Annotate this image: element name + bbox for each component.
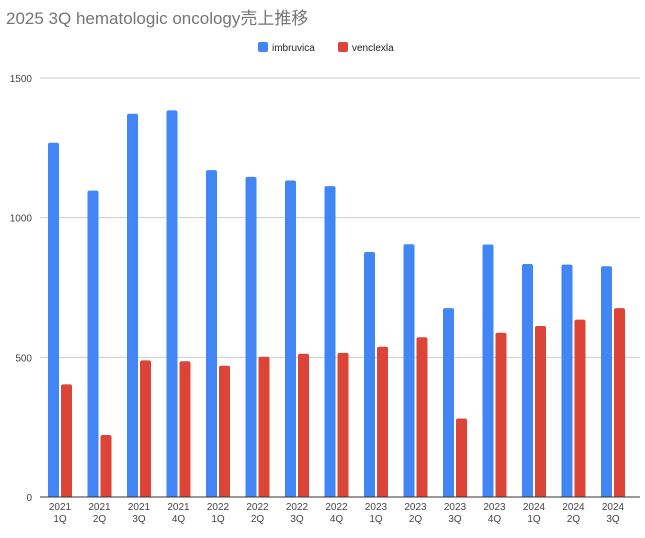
bar-imbruvica-2022-2Q <box>245 176 257 497</box>
bar-imbruvica-2021-1Q <box>48 142 59 497</box>
bar-venclexla-2022-3Q <box>298 353 309 497</box>
bar-venclexla-2023-4Q <box>495 332 507 497</box>
legend-swatch-imbruvica <box>258 42 268 52</box>
legend-label-imbruvica: imbruvica <box>272 43 315 54</box>
bar-venclexla-2021-3Q <box>140 360 151 497</box>
bar-venclexla-2024-3Q <box>614 308 625 497</box>
x-tick-label: 2022 4Q <box>325 502 348 525</box>
bar-venclexla-2022-1Q <box>219 365 230 497</box>
y-tick-label: 1000 <box>10 214 33 225</box>
bar-venclexla-2023-3Q <box>456 418 467 497</box>
bar-imbruvica-2023-4Q <box>482 244 494 497</box>
x-tick-label: 2024 1Q <box>523 502 546 525</box>
bars <box>48 110 625 498</box>
legend: imbruvica venclexla <box>258 42 394 54</box>
bar-venclexla-2022-2Q <box>258 356 270 497</box>
y-axis-ticks: 0 500 1000 1500 <box>10 74 33 504</box>
bar-venclexla-2021-4Q <box>179 361 191 497</box>
x-tick-label: 2023 1Q <box>365 502 388 525</box>
legend-label-venclexla: venclexla <box>352 43 394 54</box>
x-tick-label: 2022 2Q <box>246 502 269 525</box>
bar-imbruvica-2022-4Q <box>324 186 336 498</box>
x-tick-label: 2021 4Q <box>167 502 190 525</box>
x-tick-label: 2021 1Q <box>49 502 72 525</box>
bar-venclexla-2024-1Q <box>535 326 546 497</box>
bar-imbruvica-2024-3Q <box>601 266 612 497</box>
bar-imbruvica-2021-4Q <box>166 110 178 498</box>
bar-imbruvica-2021-3Q <box>127 113 138 497</box>
x-tick-label: 2022 3Q <box>286 502 309 525</box>
legend-swatch-venclexla <box>338 42 348 52</box>
x-axis-ticks: 2021 1Q 2021 2Q 2021 3Q 2021 4Q 2022 1Q 2022 2Q 2022… <box>49 502 625 525</box>
x-tick-label: 2023 2Q <box>404 502 427 525</box>
bar-venclexla-2023-1Q <box>377 346 388 497</box>
bar-venclexla-2021-1Q <box>61 384 72 497</box>
bar-venclexla-2021-2Q <box>100 434 112 497</box>
x-tick-label: 2023 4Q <box>483 502 506 525</box>
bar-imbruvica-2023-3Q <box>443 308 454 497</box>
x-tick-label: 2021 2Q <box>88 502 111 525</box>
bar-imbruvica-2021-2Q <box>87 190 99 497</box>
x-tick-label: 2024 3Q <box>602 502 625 525</box>
y-tick-label: 0 <box>26 493 32 504</box>
x-tick-label: 2022 1Q <box>207 502 230 525</box>
y-tick-label: 500 <box>15 353 32 364</box>
y-tick-label: 1500 <box>10 74 33 85</box>
bar-imbruvica-2022-3Q <box>285 180 296 498</box>
bar-venclexla-2023-2Q <box>416 337 428 497</box>
bar-imbruvica-2023-2Q <box>403 244 415 497</box>
x-tick-label: 2023 3Q <box>444 502 467 525</box>
bar-imbruvica-2024-1Q <box>522 264 533 497</box>
bar-venclexla-2022-4Q <box>337 352 349 497</box>
bar-venclexla-2024-2Q <box>574 319 586 497</box>
x-tick-label: 2021 3Q <box>128 502 151 525</box>
bar-imbruvica-2023-1Q <box>364 252 375 497</box>
x-tick-label: 2024 2Q <box>562 502 585 525</box>
bar-imbruvica-2024-2Q <box>561 264 573 497</box>
chart-title: 2025 3Q hematologic oncology売上推移 <box>6 9 309 28</box>
bar-imbruvica-2022-1Q <box>206 170 217 497</box>
